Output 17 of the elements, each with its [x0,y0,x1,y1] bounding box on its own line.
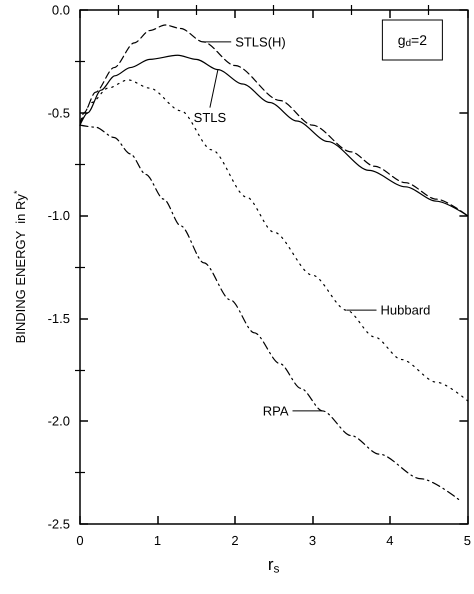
y-axis-title: BINDING ENERGY in Ry* [12,190,28,344]
x-tick-label: 5 [464,533,471,548]
x-tick-label: 3 [308,533,316,548]
annotation: STLS(H) [235,34,286,50]
x-tick-label: 2 [231,533,239,548]
x-tick-label: 4 [386,533,394,548]
y-tick-label: 0.0 [52,2,70,18]
y-tick-label: -1.5 [48,310,70,326]
x-tick-label: 1 [154,533,162,548]
y-tick-label: -0.5 [48,105,70,120]
y-tick-label: -2.0 [48,414,70,429]
annotation: RPA [262,403,289,418]
annotation: STLS [194,110,226,126]
y-tick-label: -2.5 [48,516,70,532]
x-tick-label: 0 [76,533,84,548]
y-tick-label: -1.0 [48,208,70,224]
annotation: Hubbard [380,302,430,318]
